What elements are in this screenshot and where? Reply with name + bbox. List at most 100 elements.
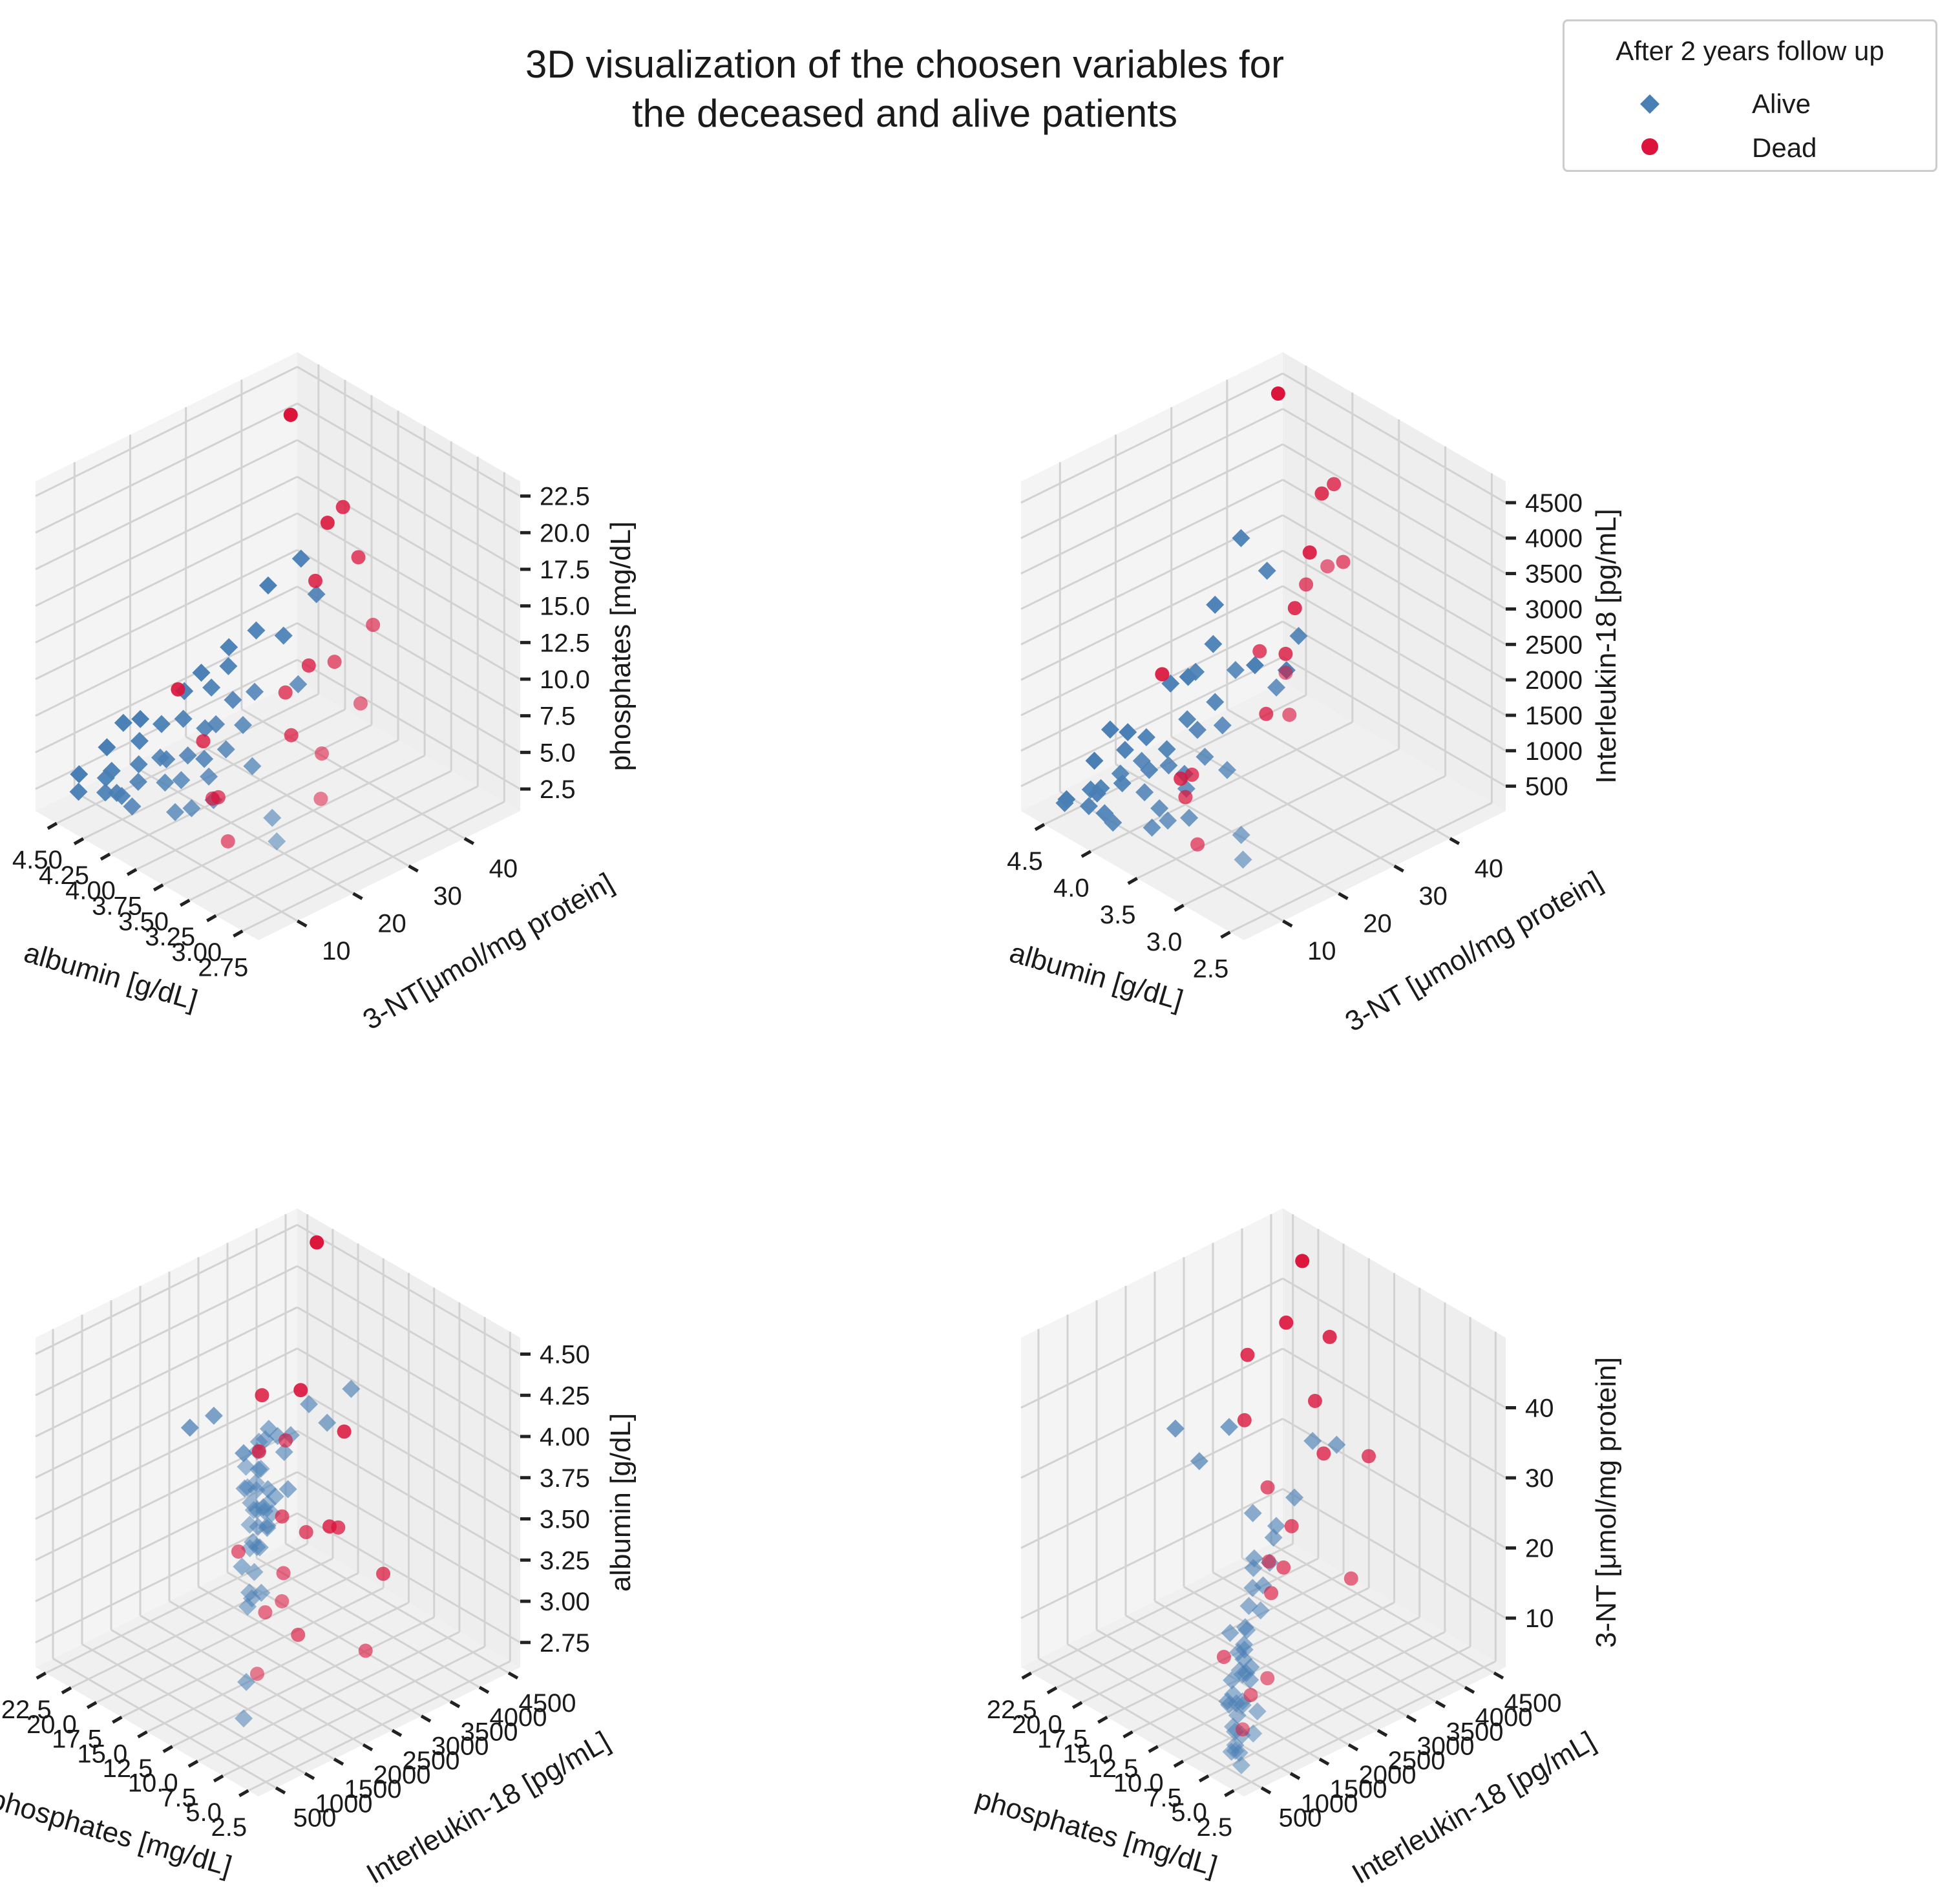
grid-line-z-left: [35, 622, 298, 753]
alive-point: [307, 585, 326, 604]
y-tick-label: 40: [1475, 855, 1504, 883]
z-tick-label: 30: [1525, 1464, 1554, 1493]
alive-point: [1196, 748, 1214, 766]
x-tick-mark: [238, 1789, 249, 1798]
dead-point: [1237, 1413, 1252, 1427]
alive-point: [1238, 1621, 1256, 1639]
dead-point: [276, 1566, 291, 1581]
z-tick-label: 4.25: [540, 1382, 590, 1410]
dead-point: [220, 834, 235, 849]
z-tick-label: 2.5: [540, 775, 576, 804]
dead-point: [196, 734, 211, 749]
x-tick-label: 2.5: [1197, 1813, 1233, 1842]
dead-point: [249, 1667, 264, 1681]
grid-line-x-floor: [136, 739, 399, 870]
alive-point: [1327, 1435, 1346, 1454]
y-tick-label: 30: [433, 882, 462, 910]
y-tick-mark: [362, 1743, 374, 1752]
x-tick-label: 22.5: [1, 1696, 52, 1724]
alive-point: [112, 786, 131, 805]
dead-point: [1302, 545, 1317, 560]
x-tick-mark: [213, 1774, 224, 1783]
alive-point: [1079, 797, 1098, 815]
y-tick-label: 20: [1363, 910, 1392, 938]
z-tick-label: 3.75: [540, 1464, 590, 1493]
grid-line-z-right: [297, 585, 521, 717]
alive-point: [258, 1480, 277, 1499]
dead-point: [1270, 386, 1285, 401]
grid-line-y-floor: [241, 708, 465, 839]
grid-line-x-floor: [189, 770, 452, 901]
z-tick-label: 7.5: [540, 702, 576, 731]
alive-point: [238, 1478, 257, 1497]
dead-point: [1235, 1722, 1250, 1737]
dead-point: [376, 1566, 391, 1581]
dead-point: [258, 1605, 273, 1620]
grid-line-z-left: [1020, 1278, 1283, 1409]
z-tick-label: 4000: [1525, 525, 1583, 553]
dead-point: [1243, 1688, 1258, 1703]
alive-point: [250, 1538, 269, 1557]
dead-point: [301, 658, 316, 673]
dead-point: [1216, 1650, 1231, 1665]
z-tick-label: 2.75: [540, 1629, 590, 1657]
y-tick-label: 40: [489, 855, 518, 883]
x-tick-label: 10.0: [1113, 1769, 1164, 1798]
dead-point: [1344, 1571, 1358, 1586]
y-tick-label: 1000: [1301, 1789, 1358, 1818]
x-tick-mark: [126, 868, 138, 876]
z-tick-label: 500: [1525, 773, 1568, 801]
z-axis-label: phosphates [mg/dL]: [605, 521, 637, 771]
y-tick-mark: [1406, 1714, 1417, 1723]
alive-point: [130, 731, 149, 750]
x-tick-label: 2.5: [1193, 955, 1229, 984]
y-tick-mark: [408, 864, 419, 873]
x-tick-label: 15.0: [1062, 1740, 1113, 1768]
x-tick-label: 2.75: [198, 954, 248, 982]
z-tick-label: 2500: [1525, 631, 1583, 659]
alive-point: [1159, 756, 1178, 775]
y-tick-label: 3000: [1417, 1732, 1475, 1761]
dead-point: [1252, 644, 1267, 658]
dead-point: [353, 696, 368, 711]
legend-title: After 2 years follow up: [1616, 36, 1884, 66]
pane-floor: [36, 682, 520, 940]
alive-point: [1180, 808, 1199, 827]
alive-point: [1057, 790, 1076, 808]
z-axis-label: 3-NT [μmol/mg protein]: [1590, 1357, 1622, 1648]
y-tick-mark: [333, 1758, 344, 1766]
x-tick-label: 3.25: [145, 923, 195, 951]
grid-line-z-right: [1282, 549, 1506, 681]
alive-point: [192, 663, 211, 682]
z-tick-label: 20: [1525, 1535, 1554, 1563]
grid-line-y-floor: [169, 1600, 393, 1732]
grid-line-y-floor: [1154, 1600, 1378, 1732]
alive-point: [1179, 668, 1197, 686]
grid-line-x-floor: [215, 785, 478, 917]
x-tick-label: 7.5: [160, 1784, 196, 1812]
grid-line-z-right: [297, 1389, 521, 1520]
dead-point: [283, 407, 298, 422]
dead-point: [279, 1433, 293, 1448]
alive-point: [1190, 1452, 1208, 1471]
x-tick-mark: [187, 1760, 199, 1768]
grid-line-z-right: [297, 1265, 521, 1396]
grid-line-z-left: [1020, 1418, 1283, 1549]
grid-line-z-right: [1282, 372, 1506, 504]
alive-point: [1228, 1706, 1247, 1725]
alive-point: [1245, 656, 1264, 675]
dead-point: [315, 746, 330, 761]
alive-point: [70, 765, 89, 784]
y-tick-label: 500: [293, 1804, 337, 1833]
alive-point: [1085, 752, 1104, 770]
grid-line-x-floor: [1137, 748, 1400, 879]
dead-point: [1316, 1446, 1331, 1461]
legend-entry-alive: Alive: [1565, 83, 1935, 122]
z-tick-label: 4.00: [540, 1423, 590, 1451]
dead-point: [1336, 554, 1351, 569]
alive-point: [258, 576, 277, 595]
x-tick-label: 3.00: [171, 938, 222, 967]
x-tick-label: 3.50: [118, 907, 169, 936]
figure-title-line-2: the deceased and alive patients: [632, 92, 1177, 135]
